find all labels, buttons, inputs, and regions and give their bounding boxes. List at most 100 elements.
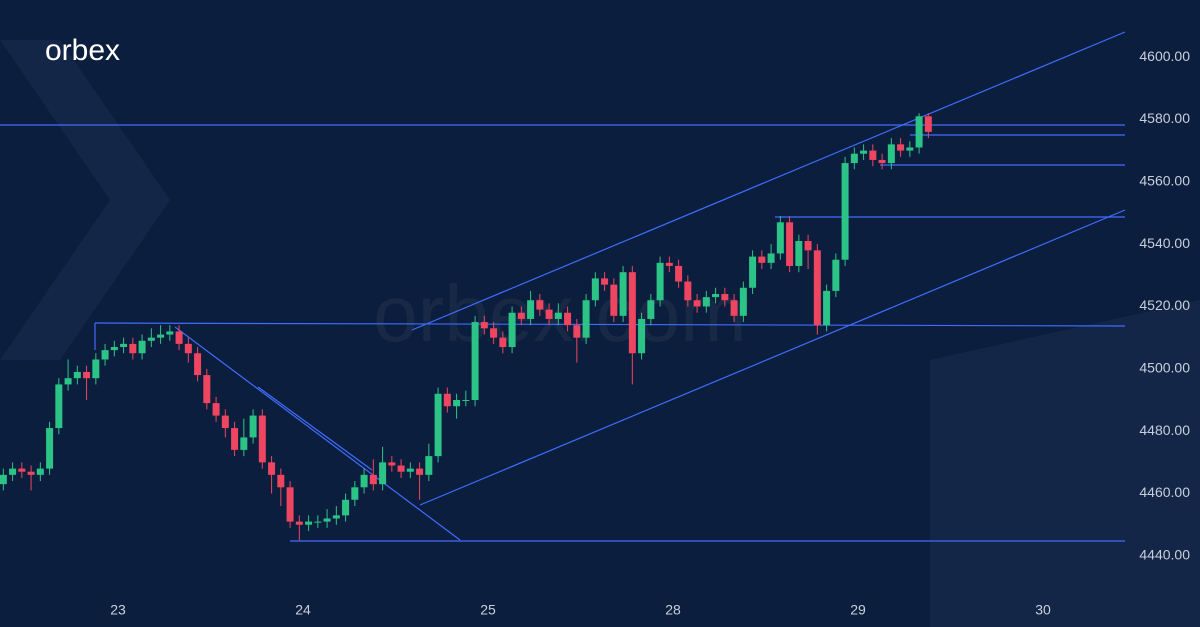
candle-body xyxy=(638,318,646,354)
candle-body xyxy=(453,400,461,407)
candle-body xyxy=(221,415,229,429)
candle-body xyxy=(268,462,276,475)
candle-body xyxy=(804,241,812,251)
candle-body xyxy=(897,144,905,151)
candle-body xyxy=(36,468,44,475)
candle-body xyxy=(527,300,535,319)
candle-body xyxy=(9,468,17,475)
logo: orbex xyxy=(45,34,120,67)
candle-body xyxy=(0,474,7,485)
candle-body xyxy=(813,250,821,326)
candle-body xyxy=(120,343,128,348)
candle-body xyxy=(860,150,868,154)
x-tick-label: 28 xyxy=(665,602,681,618)
candle-body xyxy=(619,272,627,316)
candle-body xyxy=(434,393,442,457)
candle-body xyxy=(351,487,359,500)
candle-body xyxy=(332,515,340,519)
y-tick-label: 4460.00 xyxy=(1139,484,1190,500)
candle-body xyxy=(194,353,202,376)
candle-body xyxy=(314,521,322,523)
candle-body xyxy=(203,375,211,404)
x-tick-label: 29 xyxy=(850,602,866,618)
x-tick-label: 24 xyxy=(295,602,311,618)
candle-body xyxy=(850,153,858,164)
y-tick-label: 4540.00 xyxy=(1139,235,1190,251)
candle-body xyxy=(480,322,488,329)
candle-body xyxy=(693,300,701,307)
candle-body xyxy=(231,428,239,450)
candle-body xyxy=(721,294,729,301)
candle-body xyxy=(545,309,553,319)
candle-body xyxy=(323,518,331,522)
candle-body xyxy=(564,312,572,326)
candle-body xyxy=(46,428,54,469)
candle-body xyxy=(490,328,498,338)
candle-body xyxy=(64,378,72,385)
candle-body xyxy=(684,281,692,301)
candle-body xyxy=(656,262,664,301)
candle-body xyxy=(166,331,174,335)
candle-body xyxy=(499,337,507,348)
y-tick-label: 4560.00 xyxy=(1139,172,1190,188)
candle-body xyxy=(129,343,137,354)
candle-body xyxy=(665,262,673,266)
candle-body xyxy=(157,334,165,338)
candle-body xyxy=(712,294,720,298)
candle-body xyxy=(508,312,516,348)
candle-body xyxy=(397,465,405,472)
candle-body xyxy=(776,222,784,254)
candle-body xyxy=(240,437,248,450)
y-tick-label: 4440.00 xyxy=(1139,547,1190,563)
candle-body xyxy=(887,144,895,164)
candle-body xyxy=(360,474,368,488)
x-tick-label: 25 xyxy=(480,602,496,618)
candle-body xyxy=(92,359,100,379)
decor xyxy=(0,40,1200,627)
candle-body xyxy=(462,400,470,402)
candle-body xyxy=(878,159,886,164)
candle-body xyxy=(730,300,738,316)
candle-body xyxy=(175,331,183,344)
candle-body xyxy=(416,468,424,475)
candle-body xyxy=(675,265,683,282)
trend-lines xyxy=(0,31,1126,542)
candle-body xyxy=(18,468,26,472)
candle-body xyxy=(610,284,618,316)
candle-body xyxy=(554,312,562,319)
y-tick-label: 4600.00 xyxy=(1139,48,1190,64)
candle-body xyxy=(249,415,257,438)
candle-body xyxy=(388,462,396,466)
candle-body xyxy=(841,163,849,260)
candle-body xyxy=(758,256,766,263)
candle-body xyxy=(406,468,414,472)
candle-body xyxy=(591,278,599,301)
candle-body xyxy=(924,116,932,132)
y-tick-label: 4520.00 xyxy=(1139,297,1190,313)
candle-body xyxy=(573,325,581,338)
candle-body xyxy=(212,403,220,416)
candle-body xyxy=(536,300,544,310)
candle-body xyxy=(906,147,914,151)
y-tick-label: 4480.00 xyxy=(1139,422,1190,438)
candle-body xyxy=(379,462,387,485)
candle-body xyxy=(286,487,294,522)
candle-body xyxy=(73,371,81,379)
candle-body xyxy=(767,253,775,263)
candle-body xyxy=(443,393,451,407)
candle-body xyxy=(647,300,655,319)
candle-body xyxy=(786,222,794,266)
x-tick-label: 23 xyxy=(110,602,126,618)
candle-body xyxy=(471,322,479,401)
candle-body xyxy=(869,150,877,160)
candle-body xyxy=(277,474,285,488)
candle-body xyxy=(739,287,747,316)
candle-body xyxy=(184,343,192,354)
candle-body xyxy=(258,415,266,463)
candle-body xyxy=(601,278,609,285)
x-tick-label: 30 xyxy=(1035,602,1051,618)
candle-body xyxy=(749,256,757,288)
y-tick-label: 4620.00 xyxy=(1139,0,1190,1)
